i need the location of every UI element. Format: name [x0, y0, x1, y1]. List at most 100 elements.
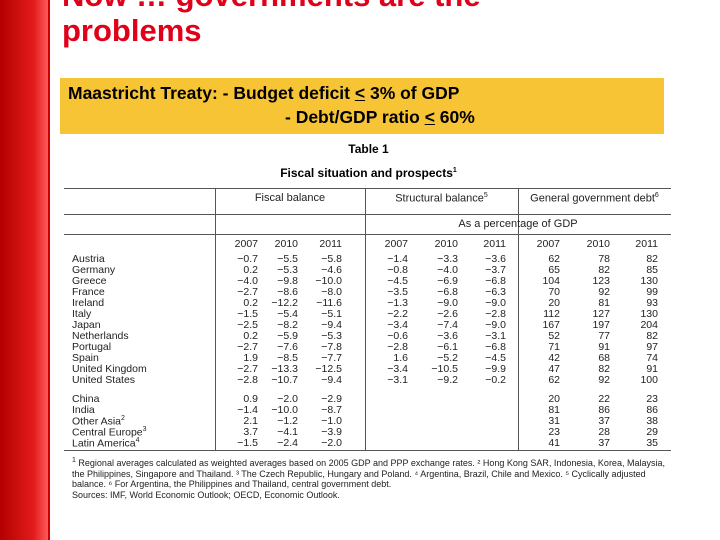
- table-cell: 97: [646, 341, 658, 353]
- table-cell: −2.8: [485, 308, 506, 320]
- table-cell: −3.4: [387, 363, 408, 375]
- year-header: 2007: [234, 238, 258, 250]
- country-label: Other Asia2: [72, 415, 125, 428]
- table-cell: 29: [646, 426, 658, 438]
- treaty-line2-text: - Debt/GDP ratio: [285, 107, 425, 127]
- table-cell: −8.0: [321, 286, 342, 298]
- rule-bottom: [64, 450, 671, 451]
- table-cell: −9.8: [277, 275, 298, 287]
- group-note-mark: 6: [654, 192, 659, 199]
- slide-title-line1: Now … governments are the: [62, 0, 481, 13]
- table-cell: −2.8: [237, 374, 258, 386]
- table-cell: 23: [548, 426, 560, 438]
- table-cell: −9.4: [321, 374, 342, 386]
- table-cell: 78: [598, 253, 610, 265]
- table-cell: 167: [542, 319, 560, 331]
- le-sign-1: <: [354, 83, 366, 103]
- table-name: Table 1: [348, 142, 389, 156]
- table-cell: −8.6: [277, 286, 298, 298]
- table-cell: −3.6: [437, 330, 458, 342]
- country-name: Japan: [72, 319, 101, 331]
- table-cell: 22: [598, 393, 610, 405]
- table-cell: 127: [592, 308, 610, 320]
- table-cell: −2.7: [237, 363, 258, 375]
- table-cell: 1.9: [243, 352, 258, 364]
- table-cell: −1.2: [277, 415, 298, 427]
- table-cell: −8.5: [277, 352, 298, 364]
- table-cell: −3.6: [485, 253, 506, 265]
- country-name: United Kingdom: [72, 363, 147, 375]
- table-cell: 20: [548, 297, 560, 309]
- country-label: Netherlands: [72, 330, 129, 342]
- column-group-header: Structural balance5: [365, 192, 518, 205]
- table-cell: −4.5: [485, 352, 506, 364]
- table-cell: −0.2: [485, 374, 506, 386]
- country-label: Italy: [72, 308, 91, 320]
- slide-title-line2: problems: [62, 13, 202, 48]
- table-cell: 23: [646, 393, 658, 405]
- table-cell: −6.1: [437, 341, 458, 353]
- table-cell: −2.7: [237, 341, 258, 353]
- column-group-label: General government debt: [530, 192, 655, 205]
- table-cell: −2.0: [321, 437, 342, 449]
- note-mark-1: 1: [72, 457, 76, 464]
- country-label: United Kingdom: [72, 363, 147, 375]
- table-cell: −7.4: [437, 319, 458, 331]
- table-cell: −7.8: [321, 341, 342, 353]
- table-cell: −5.3: [321, 330, 342, 342]
- le-sign-2: <: [424, 107, 435, 127]
- table-cell: 92: [598, 286, 610, 298]
- country-note-mark: 4: [135, 437, 140, 444]
- table-cell: 28: [598, 426, 610, 438]
- table-cell: −10.7: [271, 374, 298, 386]
- table-cell: 81: [548, 404, 560, 416]
- table-cell: −2.6: [437, 308, 458, 320]
- table-cell: −1.5: [237, 437, 258, 449]
- treaty-line-debt: - Debt/GDP ratio < 60%: [285, 107, 475, 128]
- treaty-box: Maastricht Treaty: - Budget deficit < 3%…: [60, 78, 664, 134]
- group-note-mark: 5: [483, 192, 488, 199]
- table-cell: −3.4: [387, 319, 408, 331]
- table-cell: 82: [646, 330, 658, 342]
- table-cell: −9.0: [485, 319, 506, 331]
- table-cell: −6.8: [437, 286, 458, 298]
- table-cell: −4.5: [387, 275, 408, 287]
- table-cell: −1.0: [321, 415, 342, 427]
- column-group-label: Fiscal balance: [254, 192, 326, 204]
- table-cell: 47: [548, 363, 560, 375]
- table-cell: −2.4: [277, 437, 298, 449]
- table-cell: 91: [598, 341, 610, 353]
- country-label: Latin America4: [72, 437, 140, 450]
- country-name: Portugal: [72, 341, 112, 353]
- fiscal-table: Table 1 Fiscal situation and prospects 1 …: [60, 138, 677, 520]
- table-cell: 197: [592, 319, 610, 331]
- country-label: Greece: [72, 275, 106, 287]
- table-cell: −6.8: [485, 341, 506, 353]
- slide-title: Now … governments are the problems: [62, 0, 481, 48]
- left-red-line: [48, 0, 50, 540]
- table-cell: 82: [646, 253, 658, 265]
- country-name: Austria: [72, 253, 105, 265]
- table-cell: −0.6: [387, 330, 408, 342]
- column-divider: [215, 188, 216, 450]
- year-header: 2011: [483, 238, 506, 250]
- table-cell: −3.3: [437, 253, 458, 265]
- table-cell: −2.8: [387, 341, 408, 353]
- table-cell: 2.1: [243, 415, 258, 427]
- table-cell: −6.9: [437, 275, 458, 287]
- country-name: India: [72, 404, 95, 416]
- table-cell: −9.9: [485, 363, 506, 375]
- country-label: India: [72, 404, 95, 416]
- country-note-mark: 2: [121, 415, 125, 422]
- country-label: Spain: [72, 352, 99, 364]
- table-cell: 92: [598, 374, 610, 386]
- table-cell: −5.5: [277, 253, 298, 265]
- table-cell: −7.7: [321, 352, 342, 364]
- table-cell: 41: [548, 437, 560, 449]
- country-name: China: [72, 393, 100, 405]
- table-cell: 204: [640, 319, 658, 331]
- table-cell: −6.8: [485, 275, 506, 287]
- treaty-line-deficit: Maastricht Treaty: - Budget deficit < 3%…: [68, 83, 459, 104]
- table-cell: −4.1: [277, 426, 298, 438]
- table-cell: −10.5: [431, 363, 458, 375]
